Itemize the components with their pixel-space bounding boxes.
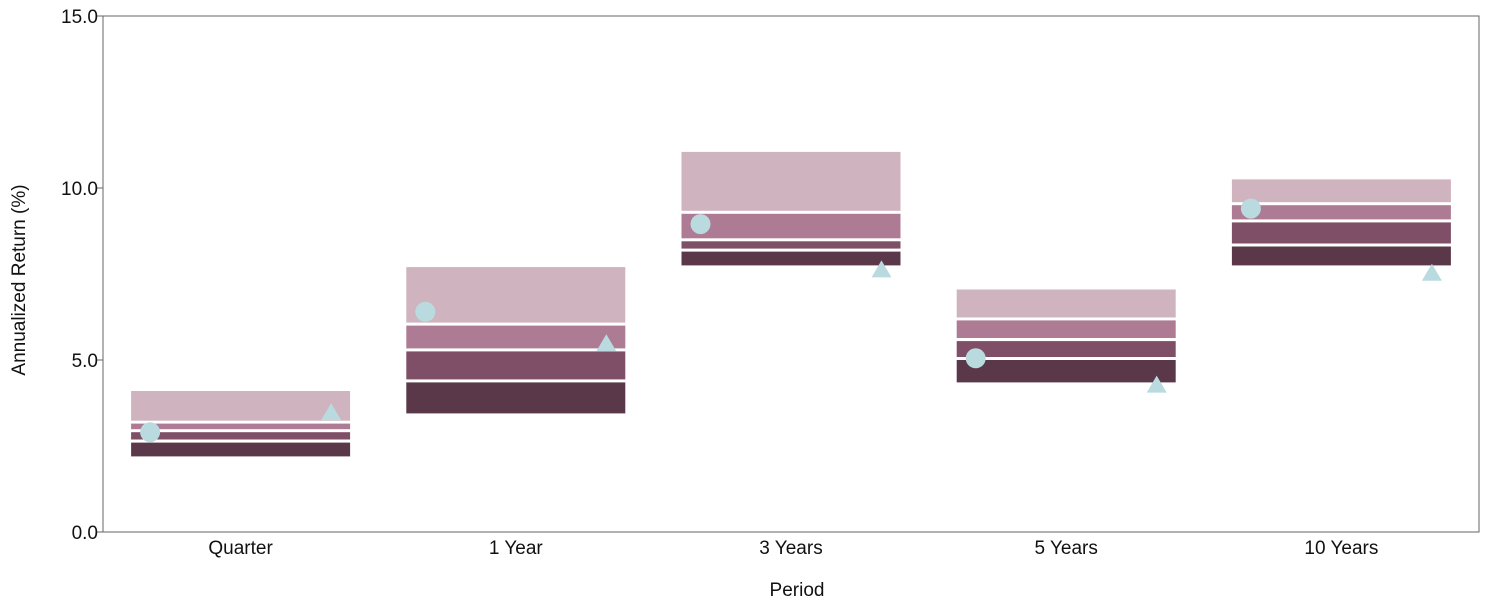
y-tick-label: 15.0 [61,7,98,28]
x-tick-label-1-year: 1 Year [489,538,544,559]
x-tick-label-5-years: 5 Years [1034,538,1097,559]
band-3-years-1 [681,151,901,211]
y-axis-title: Annualized Return (%) [9,184,30,375]
band-5-years-1 [956,289,1176,318]
triangle-marker-3-years [871,260,892,278]
bands-layer [131,151,1451,457]
triangle-marker-5-years [1146,375,1167,393]
x-tick-label-quarter: Quarter [208,538,273,559]
y-tick-label: 5.0 [72,351,98,372]
band-quarter-2 [131,423,351,430]
band-10-years-4 [1231,246,1451,266]
x-axis-title: Period [770,580,825,601]
y-tick-label: 0.0 [72,523,98,544]
triangle-marker-10-years [1421,263,1442,281]
circle-marker-quarter [140,422,161,443]
circle-marker-10-years [1240,198,1261,219]
axes-layer [97,15,1480,533]
triangle-marker-quarter [321,403,342,421]
triangle-marker-1-year [596,334,617,352]
labels-layer: 0.0 5.0 10.0 15.0 Quarter 1 Year 3 Years 5 Year… [9,7,1378,601]
band-quarter-4 [131,442,351,457]
band-10-years-2 [1231,205,1451,220]
circle-marker-3-years [690,214,711,235]
markers-layer [140,198,1442,443]
band-1-year-1 [406,267,626,323]
band-quarter-1 [131,391,351,421]
band-1-year-2 [406,325,626,349]
band-quarter-3 [131,432,351,440]
y-tick-label: 10.0 [61,179,98,200]
x-tick-label-10-years: 10 Years [1304,538,1378,559]
circle-marker-1-year [415,301,436,322]
circle-marker-5-years [965,348,986,369]
band-5-years-2 [956,320,1176,338]
x-tick-label-3-years: 3 Years [759,538,822,559]
band-1-year-4 [406,382,626,414]
band-5-years-3 [956,341,1176,357]
band-10-years-1 [1231,179,1451,203]
band-3-years-4 [681,251,901,266]
band-10-years-3 [1231,222,1451,244]
plot-frame [102,15,1480,533]
band-3-years-3 [681,241,901,249]
band-1-year-3 [406,351,626,380]
band-5-years-4 [956,360,1176,383]
band-3-years-2 [681,213,901,239]
